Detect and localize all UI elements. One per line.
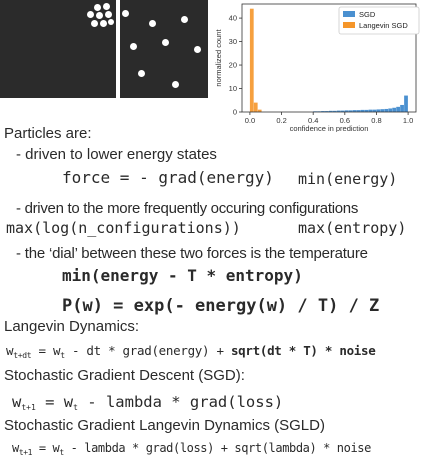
- sgld-rhs-subscript: t: [59, 448, 64, 457]
- legend-label-sgd: SGD: [359, 10, 376, 19]
- histogram-bar-sgd: [332, 110, 337, 112]
- histogram-bar-sgd: [356, 110, 361, 112]
- particle: [87, 11, 94, 18]
- sgld-title: Stochastic Gradient Langevin Dynamics (S…: [4, 417, 325, 434]
- histogram-bar-sgd: [396, 106, 400, 112]
- langevin-rhs-subscript: t: [60, 351, 65, 360]
- sgld-eq-sign: = w: [32, 441, 60, 455]
- particles-clustered-panel: [0, 0, 116, 98]
- histogram-bar-sgd: [364, 109, 369, 112]
- legend-label-langevin-sgd: Langevin SGD: [359, 21, 408, 30]
- particle: [100, 20, 107, 27]
- particle: [122, 10, 129, 17]
- x-tick-label: 1.0: [403, 116, 413, 125]
- histogram-bar-sgd: [404, 95, 408, 112]
- sgd-rest: - lambda * grad(loss): [77, 393, 284, 411]
- bullet-temperature-dial: - the ‘dial’ between these two forces is…: [16, 245, 368, 262]
- sgd-update-equation: wt+1 = wt - lambda * grad(loss): [12, 393, 283, 412]
- x-tick-label: 0.6: [340, 116, 350, 125]
- histogram-bar-sgd: [392, 107, 397, 112]
- particles-spread-panel: [120, 0, 208, 98]
- particle: [162, 39, 169, 46]
- particle: [105, 11, 112, 18]
- legend-swatch-langevin-sgd: [343, 22, 355, 28]
- sgld-lhs-subscript: t+1: [18, 448, 33, 457]
- particle: [130, 43, 137, 50]
- y-tick-label: 0: [233, 108, 237, 117]
- sgld-rest: - lambda * grad(loss) + sqrt(lambda) * n…: [63, 441, 372, 455]
- histogram-bar-sgd: [329, 110, 333, 112]
- bullet-frequent-configurations: - driven to the more frequently occuring…: [16, 200, 359, 217]
- sgld-update-equation: wt+1 = wt - lambda * grad(loss) + sqrt(l…: [12, 441, 371, 457]
- y-tick-label: 40: [229, 14, 237, 23]
- x-axis-label: confidence in prediction: [290, 124, 369, 132]
- x-tick-label: 0.2: [276, 116, 286, 125]
- particle: [194, 46, 201, 53]
- langevin-eq-sign: = w: [31, 343, 61, 358]
- histogram-bar-sgd: [368, 109, 373, 112]
- x-tick-label: 0.4: [308, 116, 318, 125]
- histogram-bar-sgd: [325, 111, 329, 112]
- particle: [108, 19, 114, 25]
- particle: [96, 12, 103, 19]
- particles-intro: Particles are:: [4, 125, 92, 142]
- langevin-lhs-subscript: t+dt: [13, 351, 32, 360]
- histogram-bar-sgd: [348, 110, 353, 112]
- histogram-bar-sgd: [380, 109, 385, 112]
- particle: [103, 3, 110, 10]
- particle: [181, 16, 188, 23]
- histogram-bar-sgd: [400, 104, 404, 112]
- y-tick-label: 30: [229, 37, 237, 46]
- histogram-bar-sgd: [372, 109, 377, 112]
- histogram-bar-langevin-sgd: [249, 8, 254, 113]
- force-equation: force = - grad(energy): [62, 168, 274, 187]
- sgd-lhs-subscript: t+1: [21, 403, 36, 412]
- langevin-lhs: w: [6, 343, 14, 358]
- y-tick-label: 10: [229, 84, 237, 93]
- particle: [138, 70, 145, 77]
- histogram-bar-sgd: [321, 111, 325, 112]
- min-energy-expression: min(energy): [298, 170, 398, 188]
- sgd-title: Stochastic Gradient Descent (SGD):: [4, 367, 245, 384]
- chart-legend: SGD Langevin SGD: [338, 6, 420, 35]
- particle: [91, 20, 98, 27]
- sgd-rhs-subscript: t: [73, 403, 78, 412]
- sgld-lhs: w: [12, 441, 19, 455]
- particle: [172, 81, 179, 88]
- histogram-bar-sgd: [388, 108, 393, 112]
- x-tick-label: 0.0: [245, 116, 255, 125]
- max-log-configurations-expression: max(log(n_configurations)): [6, 219, 241, 237]
- histogram-bar-langevin-sgd: [253, 102, 258, 112]
- histogram-bar-sgd: [352, 110, 357, 112]
- legend-swatch-sgd: [343, 11, 355, 17]
- histogram-bar-sgd: [336, 110, 341, 112]
- histogram-bar-sgd: [376, 109, 381, 112]
- langevin-noise-term: sqrt(dt * T) * noise: [230, 343, 376, 358]
- confidence-histogram: 0.0 0.2 0.4 0.6 0.8 1.0 0 10 20 30 40 confidence …: [214, 3, 420, 132]
- particle: [94, 4, 101, 11]
- langevin-update-equation: wt+dt = wt - dt * grad(energy) + sqrt(dt…: [6, 343, 376, 360]
- y-axis-label: normalized count: [214, 29, 223, 87]
- y-tick-label: 20: [229, 61, 237, 70]
- sgd-lhs: w: [12, 393, 22, 411]
- particle: [149, 20, 156, 27]
- boltzmann-distribution: P(w) = exp(- energy(w) / T) / Z: [62, 296, 380, 316]
- bullet-lower-energy: - driven to lower energy states: [16, 146, 217, 163]
- histogram-bar-sgd: [344, 110, 349, 112]
- free-energy-objective: min(energy - T * entropy): [62, 266, 303, 285]
- x-tick-label: 0.8: [371, 116, 381, 125]
- plot-frame: [241, 3, 417, 113]
- histogram-bar-sgd: [360, 109, 365, 112]
- histogram-bar-sgd: [340, 110, 345, 112]
- langevin-dynamics-title: Langevin Dynamics:: [4, 318, 140, 335]
- langevin-rest: - dt * grad(energy) +: [64, 343, 231, 358]
- max-entropy-expression: max(entropy): [298, 219, 407, 237]
- sgd-eq-sign: = w: [35, 393, 74, 411]
- histogram-bar-langevin-sgd: [257, 109, 262, 112]
- histogram-bar-sgd: [384, 108, 389, 112]
